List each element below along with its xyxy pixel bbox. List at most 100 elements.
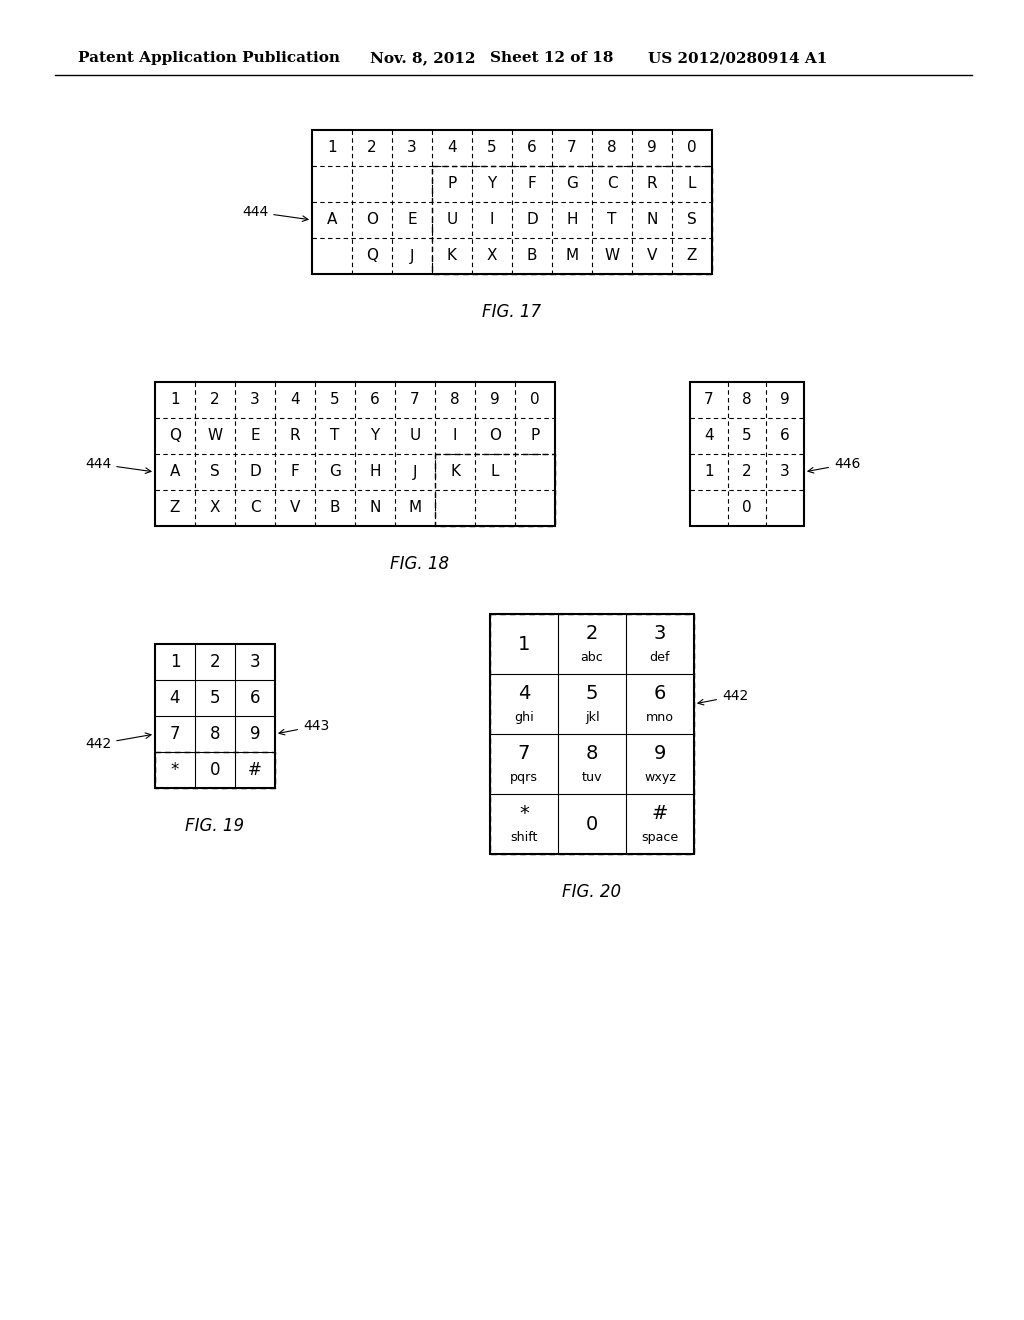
Text: 3: 3: [250, 392, 260, 408]
Text: 442: 442: [85, 733, 151, 751]
Text: Nov. 8, 2012: Nov. 8, 2012: [370, 51, 475, 65]
Text: Q: Q: [366, 248, 378, 264]
Text: V: V: [647, 248, 657, 264]
Text: M: M: [565, 248, 579, 264]
Text: U: U: [446, 213, 458, 227]
Text: 9: 9: [647, 140, 656, 156]
Text: J: J: [410, 248, 415, 264]
Text: 6: 6: [780, 429, 790, 444]
Text: 4: 4: [447, 140, 457, 156]
Text: 8: 8: [451, 392, 460, 408]
Text: 4: 4: [518, 684, 530, 702]
Text: S: S: [210, 465, 220, 479]
Text: 7: 7: [170, 725, 180, 743]
Text: 4: 4: [170, 689, 180, 708]
Text: G: G: [566, 177, 578, 191]
Text: wxyz: wxyz: [644, 771, 676, 784]
Bar: [490, 614, 694, 854]
Text: X: X: [486, 248, 498, 264]
Text: 7: 7: [567, 140, 577, 156]
Text: A: A: [170, 465, 180, 479]
Text: 6: 6: [250, 689, 260, 708]
Text: L: L: [490, 465, 500, 479]
Text: FIG. 18: FIG. 18: [390, 554, 450, 573]
Text: 3: 3: [653, 624, 667, 643]
Text: #: #: [248, 762, 262, 779]
Text: US 2012/0280914 A1: US 2012/0280914 A1: [648, 51, 827, 65]
Text: I: I: [489, 213, 495, 227]
Text: 7: 7: [518, 743, 530, 763]
Text: 8: 8: [742, 392, 752, 408]
Text: Sheet 12 of 18: Sheet 12 of 18: [490, 51, 613, 65]
Text: 8: 8: [210, 725, 220, 743]
Text: Patent Application Publication: Patent Application Publication: [78, 51, 340, 65]
Text: F: F: [291, 465, 299, 479]
Text: I: I: [453, 429, 458, 444]
Text: 0: 0: [742, 500, 752, 516]
Text: 2: 2: [210, 392, 220, 408]
Text: def: def: [650, 651, 671, 664]
Text: D: D: [249, 465, 261, 479]
Text: P: P: [530, 429, 540, 444]
Text: W: W: [208, 429, 222, 444]
Text: 9: 9: [250, 725, 260, 743]
Text: 1: 1: [170, 392, 180, 408]
Text: D: D: [526, 213, 538, 227]
Text: 9: 9: [780, 392, 790, 408]
Text: T: T: [331, 429, 340, 444]
Text: T: T: [607, 213, 616, 227]
Text: 0: 0: [210, 762, 220, 779]
Bar: [690, 381, 804, 525]
Text: *: *: [519, 804, 529, 822]
Text: 6: 6: [527, 140, 537, 156]
Text: 2: 2: [368, 140, 377, 156]
Text: jkl: jkl: [585, 710, 599, 723]
Text: 3: 3: [408, 140, 417, 156]
Text: L: L: [688, 177, 696, 191]
Text: J: J: [413, 465, 417, 479]
Text: F: F: [527, 177, 537, 191]
Text: FIG. 17: FIG. 17: [482, 304, 542, 321]
Bar: [155, 381, 555, 525]
Text: FIG. 20: FIG. 20: [562, 883, 622, 902]
Text: #: #: [652, 804, 669, 822]
Text: R: R: [647, 177, 657, 191]
Text: 2: 2: [742, 465, 752, 479]
Text: W: W: [604, 248, 620, 264]
Text: A: A: [327, 213, 337, 227]
Text: 6: 6: [653, 684, 667, 702]
Text: Z: Z: [170, 500, 180, 516]
Text: 443: 443: [279, 719, 330, 735]
Text: Q: Q: [169, 429, 181, 444]
Text: 8: 8: [607, 140, 616, 156]
Text: G: G: [329, 465, 341, 479]
Text: 2: 2: [586, 624, 598, 643]
Text: Z: Z: [687, 248, 697, 264]
Text: N: N: [370, 500, 381, 516]
Text: 446: 446: [808, 457, 860, 473]
Text: B: B: [330, 500, 340, 516]
Text: K: K: [450, 465, 460, 479]
Text: C: C: [250, 500, 260, 516]
Text: abc: abc: [581, 651, 603, 664]
Text: K: K: [447, 248, 457, 264]
Text: 9: 9: [490, 392, 500, 408]
Text: 7: 7: [411, 392, 420, 408]
Text: 442: 442: [698, 689, 749, 705]
Text: 1: 1: [170, 653, 180, 671]
Text: 6: 6: [370, 392, 380, 408]
Text: H: H: [370, 465, 381, 479]
Text: V: V: [290, 500, 300, 516]
Text: M: M: [409, 500, 422, 516]
Text: Y: Y: [371, 429, 380, 444]
Text: 4: 4: [705, 429, 714, 444]
Text: ghi: ghi: [514, 710, 534, 723]
Text: 444: 444: [85, 457, 151, 474]
Text: 0: 0: [586, 814, 598, 833]
Text: P: P: [447, 177, 457, 191]
Text: H: H: [566, 213, 578, 227]
Text: 5: 5: [742, 429, 752, 444]
Text: U: U: [410, 429, 421, 444]
Text: X: X: [210, 500, 220, 516]
Text: S: S: [687, 213, 697, 227]
